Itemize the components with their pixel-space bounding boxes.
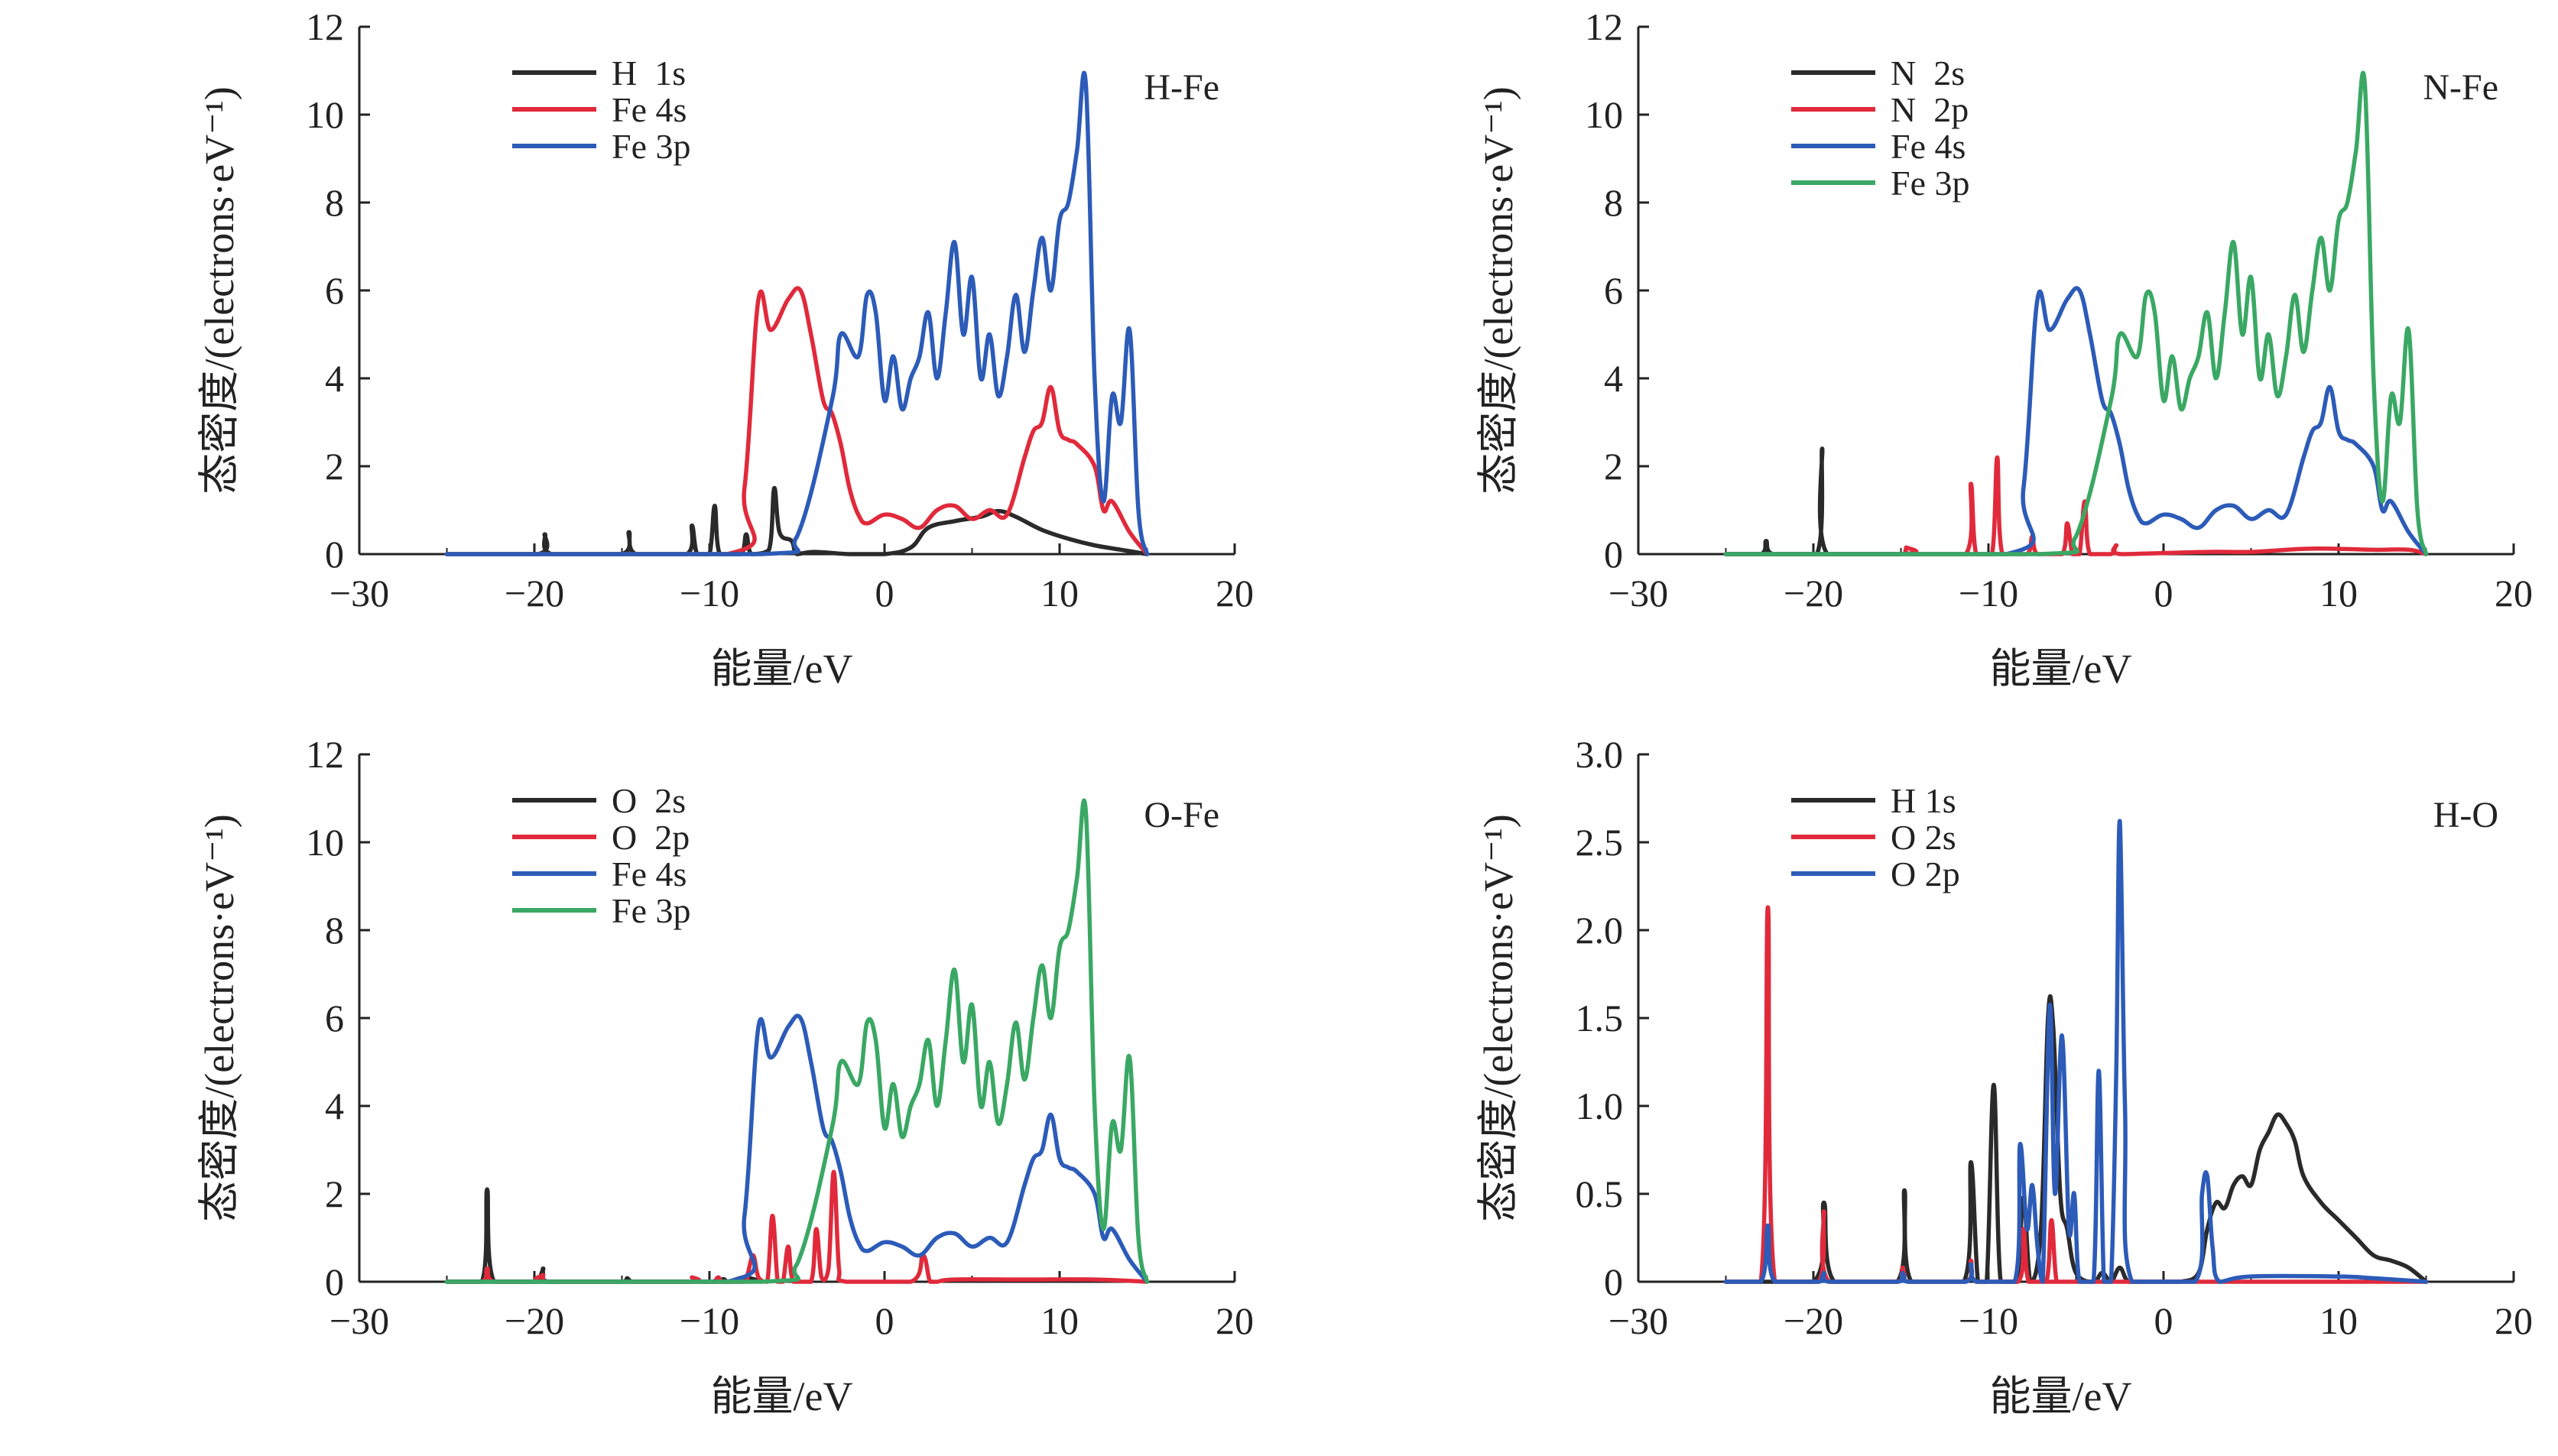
x-tick-label: 20: [1216, 1299, 1254, 1342]
y-tick-label: 6: [325, 997, 344, 1039]
legend-label: H 1s: [1891, 781, 1956, 820]
legend-label: Fe 3p: [1891, 164, 1970, 203]
chart-svg: −30 −20 −10 0 10 20 0 2 4 6 8 10 12 能量/eV 态密度/(electro…: [196, 733, 1254, 1419]
x-axis-label: 能量/eV: [711, 1373, 853, 1419]
x-tick-label: −10: [680, 572, 739, 615]
legend-label: N 2s: [1891, 54, 1965, 92]
series-line: [444, 70, 1150, 556]
chart-svg: −30 −20 −10 0 10 20 0 0.5 1.0 1.5 2.0 2.5 3.0 能量/eV 态密…: [1475, 733, 2533, 1419]
y-tick-label: 2: [325, 1172, 344, 1215]
x-tick-label: −30: [329, 572, 389, 615]
y-tick-label: 0.5: [1576, 1172, 1624, 1215]
y-tick-label: 0: [325, 533, 344, 576]
y-tick-label: 8: [325, 909, 344, 952]
x-tick-label: −30: [329, 1299, 389, 1342]
series-line: [444, 286, 1150, 556]
legend-label: O 2s: [1891, 818, 1956, 857]
x-tick-label: −30: [1608, 1299, 1668, 1342]
legend-label: Fe 4s: [612, 854, 687, 893]
legend-label: O 2s: [612, 781, 686, 820]
chart-svg: −30 −20 −10 0 10 20 0 2 4 6 8 10 12 能量/eV 态密度/(electro…: [196, 5, 1254, 692]
x-tick-label: 20: [1216, 572, 1254, 615]
x-tick-label: −20: [1784, 1299, 1843, 1342]
chart-panel-h-o: −30 −20 −10 0 10 20 0 0.5 1.0 1.5 2.0 2.5 3.0 能量/eV 态密…: [1279, 728, 2558, 1456]
x-tick-label: −20: [505, 1299, 564, 1342]
y-tick-label: 2.0: [1576, 909, 1624, 952]
series-line: [444, 798, 1150, 1284]
y-tick-label: 4: [325, 1085, 344, 1127]
chart-svg: −30 −20 −10 0 10 20 0 2 4 6 8 10 12 能量/eV 态密度/(electro…: [1475, 5, 2533, 692]
x-tick-label: −10: [1959, 572, 2018, 615]
x-tick-label: 10: [1040, 1299, 1079, 1342]
legend-label: Fe 4s: [1891, 127, 1966, 166]
panel-title: O-Fe: [1144, 795, 1219, 835]
y-tick-label: 12: [306, 5, 344, 48]
y-tick-label: 1.5: [1576, 997, 1624, 1039]
series-line: [1723, 446, 1904, 556]
y-tick-label: 0: [1604, 1260, 1623, 1303]
series-line: [444, 1013, 1150, 1284]
y-tick-label: 4: [325, 357, 344, 400]
legend-label: Fe 3p: [612, 891, 691, 930]
y-tick-label: 0: [1604, 533, 1623, 576]
x-tick-label: 0: [875, 1299, 894, 1342]
y-tick-label: 2.5: [1576, 821, 1624, 864]
legend-label: N 2p: [1891, 90, 1969, 129]
y-tick-label: 12: [1585, 5, 1623, 48]
chart-panel-h-fe: −30 −20 −10 0 10 20 0 2 4 6 8 10 12 能量/eV 态密度/(electro…: [0, 0, 1279, 728]
x-axis-label: 能量/eV: [1990, 646, 2132, 692]
y-tick-label: 1.0: [1576, 1085, 1624, 1127]
legend-label: Fe 3p: [612, 127, 691, 166]
y-tick-label: 12: [306, 733, 344, 776]
y-tick-label: 6: [1604, 269, 1623, 312]
y-tick-label: 2: [1604, 445, 1623, 488]
y-tick-label: 3.0: [1576, 733, 1624, 776]
y-axis-label: 态密度/(electrons·eV⁻¹): [196, 814, 242, 1222]
x-tick-label: 0: [875, 572, 894, 615]
series-line: [1723, 994, 2429, 1284]
x-tick-label: 0: [2154, 1299, 2173, 1342]
legend-label: Fe 4s: [612, 90, 687, 129]
y-tick-label: 6: [325, 269, 344, 312]
series-line: [1723, 819, 2429, 1284]
x-tick-label: 10: [1040, 572, 1079, 615]
x-tick-label: 10: [2319, 572, 2358, 615]
y-tick-label: 4: [1604, 357, 1623, 400]
y-tick-label: 8: [325, 181, 344, 224]
x-tick-label: −10: [1959, 1299, 2018, 1342]
legend-label: O 2p: [612, 818, 690, 857]
panel-title: H-Fe: [1144, 67, 1219, 108]
y-tick-label: 8: [1604, 181, 1623, 224]
chart-panel-n-fe: −30 −20 −10 0 10 20 0 2 4 6 8 10 12 能量/eV 态密度/(electro…: [1279, 0, 2558, 728]
y-tick-label: 10: [1585, 93, 1623, 136]
series-line: [444, 486, 1150, 556]
x-tick-label: −10: [680, 1299, 739, 1342]
x-axis-label: 能量/eV: [711, 646, 853, 692]
series-line: [444, 1187, 764, 1284]
y-axis-label: 态密度/(electrons·eV⁻¹): [196, 86, 242, 495]
chart-panel-o-fe: −30 −20 −10 0 10 20 0 2 4 6 8 10 12 能量/eV 态密度/(electro…: [0, 728, 1279, 1456]
series-line: [1723, 286, 2429, 556]
series-line: [1723, 70, 2429, 556]
y-tick-label: 2: [325, 445, 344, 488]
x-tick-label: 10: [2319, 1299, 2358, 1342]
x-tick-label: −20: [505, 572, 564, 615]
y-tick-label: 0: [325, 1260, 344, 1303]
y-tick-label: 10: [306, 821, 344, 864]
panel-title: H-O: [2433, 795, 2498, 835]
x-axis-label: 能量/eV: [1990, 1373, 2132, 1419]
y-axis-label: 态密度/(electrons·eV⁻¹): [1475, 86, 1521, 495]
x-tick-label: 20: [2495, 572, 2533, 615]
legend-label: O 2p: [1891, 854, 1960, 893]
y-tick-label: 10: [306, 93, 344, 136]
legend-label: H 1s: [612, 54, 686, 92]
y-axis-label: 态密度/(electrons·eV⁻¹): [1475, 814, 1521, 1222]
x-tick-label: 20: [2495, 1299, 2533, 1342]
x-tick-label: 0: [2154, 572, 2173, 615]
x-tick-label: −30: [1608, 572, 1668, 615]
panel-title: N-Fe: [2423, 67, 2498, 108]
x-tick-label: −20: [1784, 572, 1843, 615]
